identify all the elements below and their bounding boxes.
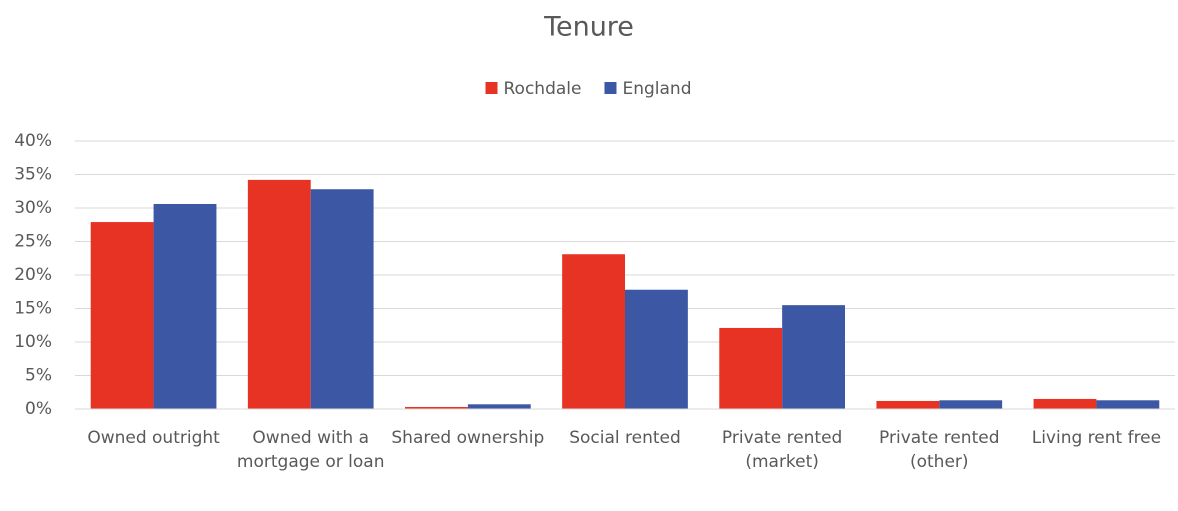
bar (562, 254, 625, 409)
y-tick-label: 5% (25, 366, 52, 386)
x-tick-label: Private rented (market) (721, 428, 843, 472)
x-tick-label: Living rent free (1031, 428, 1162, 448)
y-tick-label: 15% (14, 299, 52, 319)
y-tick-label: 0% (25, 399, 52, 419)
x-tick-label: Shared ownership (391, 428, 545, 448)
bar (153, 203, 217, 409)
bar (719, 327, 783, 409)
legend-swatch (485, 82, 498, 94)
y-tick-label: 25% (14, 232, 52, 252)
bar (467, 404, 531, 409)
y-tick-label: 40% (14, 131, 52, 151)
y-tick-label: 30% (14, 198, 52, 218)
x-tick-label: Social rented (569, 428, 681, 448)
bar (1033, 398, 1097, 409)
chart-title: Tenure (543, 12, 634, 43)
x-tick-label: Owned with a mortgage or loan (236, 428, 385, 472)
bar (625, 289, 688, 409)
bar (939, 400, 1003, 409)
bar (876, 400, 940, 409)
y-tick-label: 20% (14, 265, 52, 285)
bar (90, 222, 154, 409)
bar (1096, 400, 1160, 409)
bar (405, 406, 468, 409)
bar (782, 305, 845, 409)
bar (310, 189, 374, 409)
bar (247, 179, 311, 409)
y-tick-label: 35% (14, 165, 52, 185)
legend-label: Rochdale (504, 79, 582, 99)
legend-label: England (622, 79, 691, 99)
x-tick-label: Private rented (other) (879, 428, 1000, 472)
x-tick-label: Owned outright (87, 428, 220, 448)
legend-swatch (604, 82, 617, 94)
y-tick-label: 10% (14, 332, 52, 352)
